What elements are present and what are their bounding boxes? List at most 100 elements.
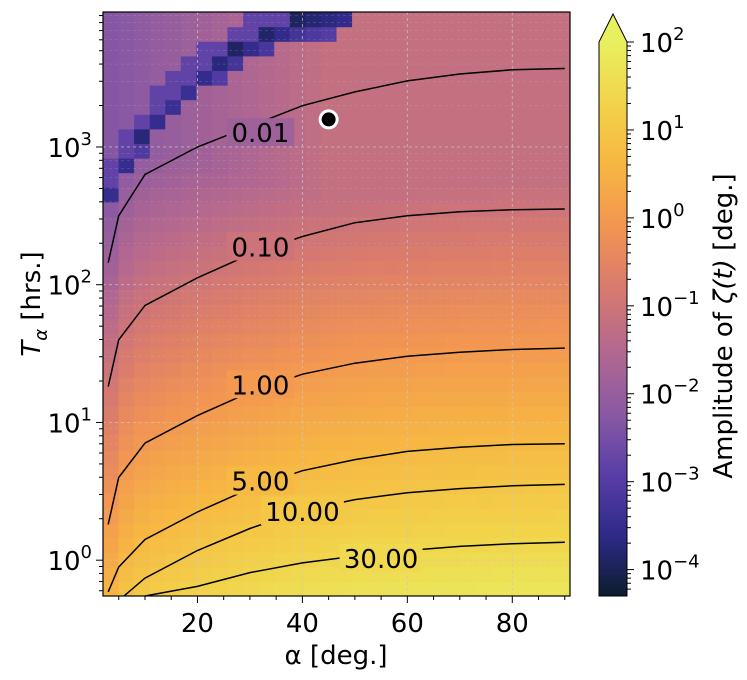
- heatmap-cell: [492, 274, 509, 290]
- heatmap-cell: [445, 537, 462, 553]
- heatmap-cell: [554, 114, 570, 130]
- heatmap-cell: [118, 260, 135, 276]
- contour-line: [107, 347, 565, 525]
- heatmap-cell: [383, 85, 400, 101]
- heatmap-cell: [367, 508, 384, 524]
- heatmap-cell: [398, 464, 415, 480]
- heatmap-cell: [196, 318, 213, 334]
- heatmap-cell: [103, 464, 120, 480]
- heatmap-cell: [149, 245, 166, 261]
- heatmap-cell: [461, 464, 478, 480]
- heatmap-cell: [554, 216, 570, 232]
- heatmap-cell: [336, 479, 353, 495]
- heatmap-cell: [352, 274, 369, 290]
- heatmap-cell: [538, 566, 556, 582]
- heatmap-cell: [461, 172, 478, 188]
- heatmap-cell: [134, 493, 151, 509]
- heatmap-cell: [492, 289, 509, 305]
- heatmap-cell: [476, 26, 493, 42]
- heatmap-cell: [492, 406, 509, 422]
- heatmap-cell: [289, 450, 306, 466]
- heatmap-cell: [289, 347, 306, 363]
- heatmap-cell: [165, 99, 182, 115]
- heatmap-cell: [320, 143, 338, 159]
- heatmap-cell: [165, 566, 182, 582]
- heatmap-cell: [429, 201, 447, 217]
- heatmap-cell: [383, 158, 400, 174]
- y-tick-label: 103: [47, 129, 92, 164]
- heatmap-cell: [165, 581, 182, 596]
- heatmap-cell: [320, 12, 338, 28]
- heatmap-cell: [165, 304, 182, 320]
- heatmap-cell: [414, 333, 431, 349]
- heatmap-cell: [367, 377, 384, 393]
- heatmap: [103, 12, 570, 596]
- heatmap-cell: [461, 420, 478, 436]
- heatmap-cell: [538, 581, 556, 596]
- heatmap-cell: [476, 523, 493, 539]
- heatmap-cell: [211, 245, 229, 261]
- x-tick-label: 60: [391, 609, 424, 639]
- colorbar-tick-label: 10−4: [640, 552, 700, 587]
- heatmap-cell: [538, 231, 556, 247]
- heatmap-cell: [383, 187, 400, 203]
- heatmap-cell: [445, 391, 462, 407]
- heatmap-cell: [118, 362, 135, 378]
- heatmap-cell: [227, 304, 244, 320]
- heatmap-cell: [243, 99, 260, 115]
- y-tick-label: 102: [47, 267, 92, 302]
- heatmap-cell: [305, 537, 322, 553]
- heatmap-cell: [383, 26, 400, 42]
- heatmap-cell: [538, 406, 556, 422]
- heatmap-cell: [398, 143, 415, 159]
- heatmap-cell: [523, 55, 540, 71]
- heatmap-cell: [383, 420, 400, 436]
- heatmap-cell: [103, 493, 120, 509]
- heatmap-cell: [320, 581, 338, 596]
- heatmap-cell: [227, 493, 244, 509]
- heatmap-cell: [274, 566, 291, 582]
- heatmap-cell: [554, 377, 570, 393]
- heatmap-cell: [383, 391, 400, 407]
- heatmap-cell: [118, 318, 135, 334]
- heatmap-cell: [445, 274, 462, 290]
- heatmap-cell: [243, 201, 260, 217]
- heatmap-cell: [398, 187, 415, 203]
- heatmap-cell: [134, 114, 151, 130]
- heatmap-cell: [367, 158, 384, 174]
- heatmap-cell: [274, 581, 291, 596]
- heatmap-cell: [492, 304, 509, 320]
- heatmap-cell: [352, 216, 369, 232]
- heatmap-cell: [289, 318, 306, 334]
- heatmap-cell: [274, 537, 291, 553]
- heatmap-cell: [523, 450, 540, 466]
- heatmap-cell: [243, 289, 260, 305]
- heatmap-cell: [289, 187, 306, 203]
- contour-line: [107, 67, 565, 263]
- heatmap-cell: [538, 523, 556, 539]
- heatmap-cell: [492, 581, 509, 596]
- heatmap-cell: [461, 508, 478, 524]
- heatmap-cell: [196, 12, 213, 28]
- heatmap-cell: [305, 114, 322, 130]
- heatmap-cell: [134, 12, 151, 28]
- heatmap-cell: [103, 523, 120, 539]
- heatmap-cell: [274, 201, 291, 217]
- heatmap-cell: [103, 289, 120, 305]
- heatmap-cell: [289, 172, 306, 188]
- heatmap-cell: [211, 70, 229, 86]
- heatmap-cell: [429, 26, 447, 42]
- heatmap-cell: [445, 289, 462, 305]
- heatmap-cell: [476, 420, 493, 436]
- plot-frame: [102, 11, 571, 597]
- heatmap-cell: [134, 347, 151, 363]
- heatmap-cell: [507, 406, 524, 422]
- heatmap-cell: [492, 566, 509, 582]
- heatmap-cell: [476, 435, 493, 451]
- heatmap-cell: [305, 143, 322, 159]
- heatmap-cell: [180, 493, 197, 509]
- heatmap-cell: [336, 464, 353, 480]
- heatmap-cell: [383, 362, 400, 378]
- heatmap-cell: [507, 55, 524, 71]
- heatmap-cell: [429, 216, 447, 232]
